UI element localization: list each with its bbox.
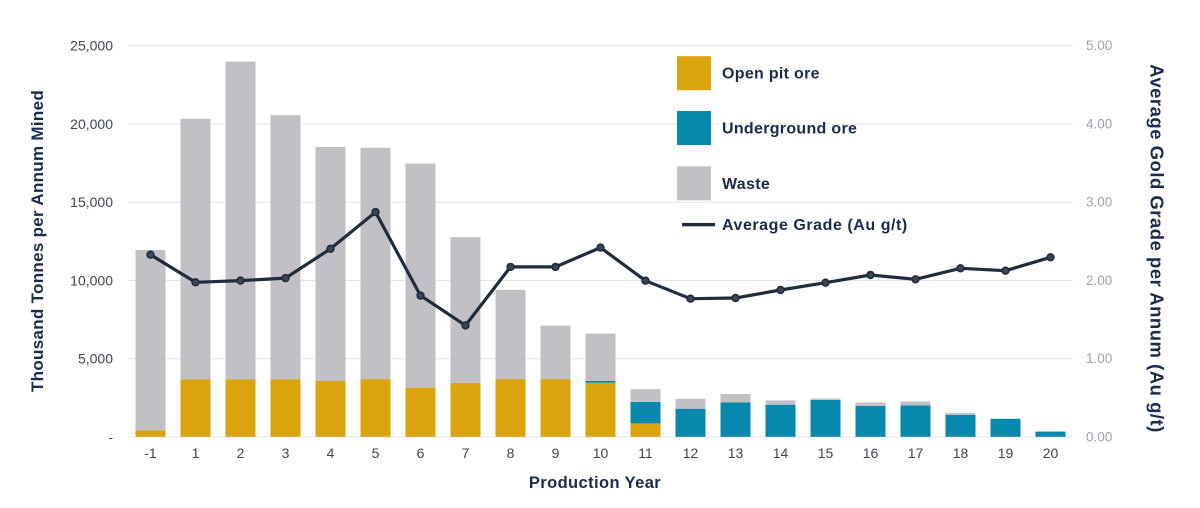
svg-text:11: 11 (638, 445, 653, 461)
svg-text:Thousand Tonnes per Annum Mine: Thousand Tonnes per Annum Mined (28, 90, 47, 392)
svg-text:19: 19 (998, 445, 1014, 461)
svg-text:Average Grade (Au g/t): Average Grade (Au g/t) (722, 217, 908, 234)
svg-text:15,000: 15,000 (70, 194, 113, 210)
svg-text:18: 18 (953, 445, 969, 461)
svg-text:10: 10 (593, 445, 609, 461)
svg-text:Underground ore: Underground ore (722, 121, 857, 138)
svg-text:17: 17 (908, 445, 924, 461)
svg-text:1: 1 (192, 445, 200, 461)
svg-text:1.00: 1.00 (1086, 351, 1112, 366)
svg-text:10,000: 10,000 (70, 272, 113, 288)
svg-text:5: 5 (372, 445, 380, 461)
svg-text:6: 6 (417, 445, 425, 461)
svg-text:13: 13 (728, 445, 744, 461)
svg-text:15: 15 (818, 445, 834, 461)
svg-text:Waste: Waste (722, 176, 770, 193)
svg-text:3.00: 3.00 (1086, 195, 1112, 210)
svg-text:0.00: 0.00 (1086, 430, 1112, 445)
svg-text:12: 12 (683, 445, 699, 461)
svg-text:4.00: 4.00 (1086, 117, 1112, 132)
svg-text:Open pit ore: Open pit ore (722, 66, 820, 83)
svg-text:7: 7 (462, 445, 470, 461)
svg-text:9: 9 (552, 445, 560, 461)
svg-text:20: 20 (1043, 445, 1059, 461)
svg-text:3: 3 (282, 445, 290, 461)
svg-text:-1: -1 (144, 445, 157, 461)
svg-text:Production Year: Production Year (529, 474, 661, 492)
svg-text:4: 4 (327, 445, 335, 461)
svg-text:5.00: 5.00 (1086, 38, 1112, 53)
svg-text:25,000: 25,000 (70, 38, 113, 54)
svg-text:20,000: 20,000 (70, 116, 113, 132)
svg-text:16: 16 (863, 445, 879, 461)
svg-text:14: 14 (773, 445, 789, 461)
svg-text:2: 2 (237, 445, 245, 461)
svg-text:5,000: 5,000 (78, 351, 113, 367)
svg-text:-: - (108, 429, 113, 445)
svg-text:2.00: 2.00 (1086, 273, 1112, 288)
svg-text:Average Gold Grade per Annum (: Average Gold Grade per Annum (Au g/t) (1147, 64, 1168, 433)
svg-text:8: 8 (507, 445, 515, 461)
